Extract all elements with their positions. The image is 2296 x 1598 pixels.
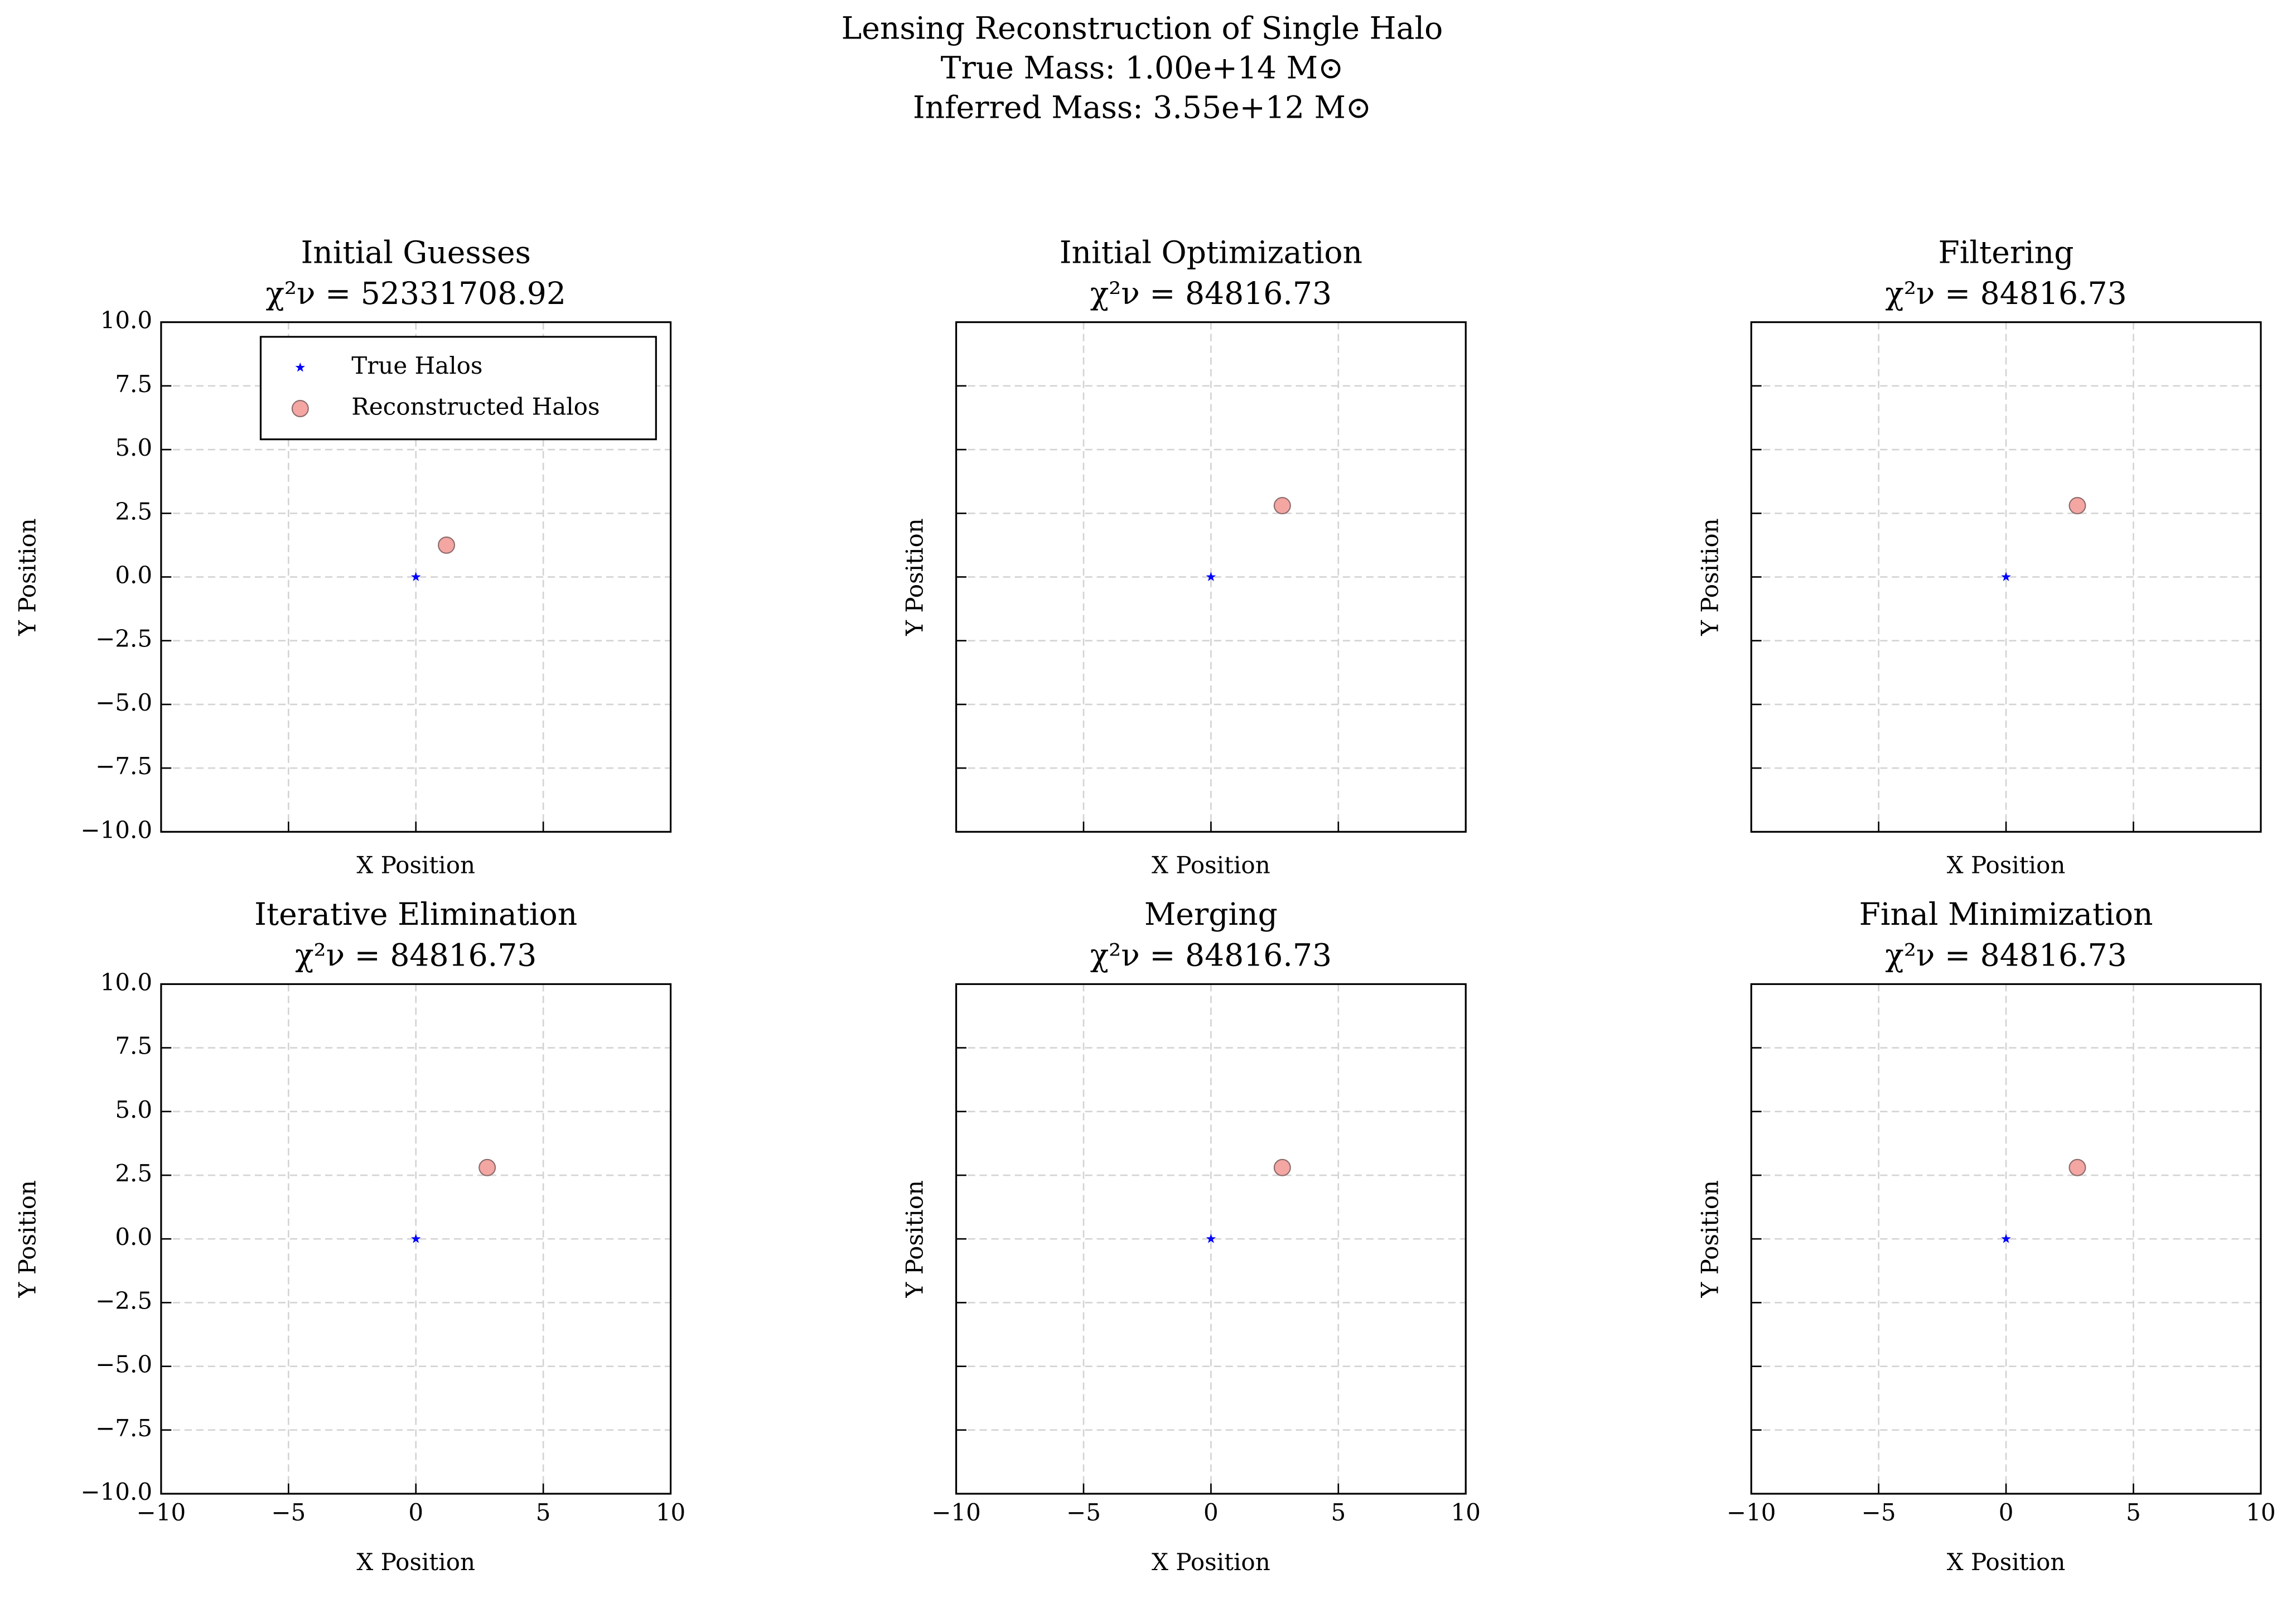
legend-marker xyxy=(295,362,306,372)
y-tick-label: 7.5 xyxy=(115,370,152,398)
x-axis-label: X Position xyxy=(356,851,475,878)
data-point xyxy=(2001,572,2011,581)
axes-frame xyxy=(1750,983,2262,1495)
axes-frame xyxy=(160,983,672,1495)
axes-frame xyxy=(160,321,672,833)
x-tick-label: −5 xyxy=(271,1499,306,1526)
data-point xyxy=(478,1158,496,1176)
y-axis-label: Y Position xyxy=(14,518,41,636)
data-point xyxy=(2001,1234,2011,1243)
axes-title: Filtering xyxy=(1939,235,2074,271)
y-tick-label: 10.0 xyxy=(100,968,153,996)
x-tick-label: 5 xyxy=(2126,1499,2141,1526)
y-tick-label: 2.5 xyxy=(115,498,152,525)
figure-subtitle: True Mass: 1.00e+14 M⊙ xyxy=(941,51,1344,86)
y-axis-label: Y Position xyxy=(1696,518,1723,636)
axes-subtitle: χ²ν = 84816.73 xyxy=(1885,276,2126,312)
data-point xyxy=(1206,572,1216,581)
axes-title: Final Minimization xyxy=(1859,897,2153,933)
legend-frame xyxy=(259,336,657,441)
data-point xyxy=(2068,1158,2086,1176)
y-axis-label: Y Position xyxy=(1696,1180,1723,1298)
x-tick-label: −10 xyxy=(137,1499,186,1526)
axes-frame xyxy=(955,983,1467,1495)
y-tick-label: 5.0 xyxy=(115,1096,152,1123)
axes-subtitle: χ²ν = 84816.73 xyxy=(1885,938,2126,974)
y-axis-label: Y Position xyxy=(901,1180,929,1298)
axes-subtitle: χ²ν = 52331708.92 xyxy=(265,276,566,312)
data-point xyxy=(438,536,456,554)
y-tick-label: −5.0 xyxy=(95,1351,152,1378)
y-axis-label: Y Position xyxy=(14,1180,41,1298)
x-tick-label: 5 xyxy=(1331,1499,1346,1526)
axes-title: Merging xyxy=(1144,897,1278,933)
y-tick-label: 0.0 xyxy=(115,1223,152,1251)
x-tick-label: 0 xyxy=(1203,1499,1219,1526)
y-tick-label: 10.0 xyxy=(100,307,153,334)
y-tick-label: −7.5 xyxy=(95,752,152,780)
axes-title: Initial Optimization xyxy=(1060,235,1362,271)
y-tick-label: −10.0 xyxy=(80,1478,152,1505)
axes-title: Iterative Elimination xyxy=(254,897,577,933)
x-tick-label: −5 xyxy=(1862,1499,1896,1526)
axes-title: Initial Guesses xyxy=(301,235,531,271)
x-tick-label: 5 xyxy=(536,1499,551,1526)
x-tick-label: 10 xyxy=(1451,1499,1481,1526)
y-axis-label: Y Position xyxy=(901,518,929,636)
axes-frame xyxy=(1750,321,2262,833)
legend-label: Reconstructed Halos xyxy=(351,393,600,421)
x-tick-label: −10 xyxy=(931,1499,981,1526)
axes-subtitle: χ²ν = 84816.73 xyxy=(295,938,536,974)
x-axis-label: X Position xyxy=(356,1548,475,1576)
x-tick-label: 0 xyxy=(1999,1499,2014,1526)
data-point xyxy=(410,1234,421,1243)
data-point xyxy=(2068,497,2086,515)
y-tick-label: 5.0 xyxy=(115,434,152,461)
axes-frame xyxy=(955,321,1467,833)
x-tick-label: 10 xyxy=(656,1499,685,1526)
y-tick-label: −2.5 xyxy=(95,1287,152,1314)
legend-label: True Halos xyxy=(351,352,482,379)
data-point xyxy=(1273,1158,1291,1176)
x-tick-label: 10 xyxy=(2246,1499,2275,1526)
data-point xyxy=(1206,1234,1216,1243)
data-point xyxy=(1273,497,1291,515)
x-axis-label: X Position xyxy=(1152,1548,1270,1576)
y-tick-label: −10.0 xyxy=(80,816,152,843)
axes-subtitle: χ²ν = 84816.73 xyxy=(1090,938,1332,974)
figure-subtitle: Inferred Mass: 3.55e+12 M⊙ xyxy=(913,90,1371,125)
legend-marker xyxy=(291,400,309,418)
x-axis-label: X Position xyxy=(1947,851,2066,878)
y-tick-label: 2.5 xyxy=(115,1160,152,1187)
axes-subtitle: χ²ν = 84816.73 xyxy=(1090,276,1332,312)
data-point xyxy=(410,572,421,581)
x-tick-label: −5 xyxy=(1066,1499,1101,1526)
y-tick-label: −2.5 xyxy=(95,625,152,653)
x-axis-label: X Position xyxy=(1152,851,1270,878)
x-axis-label: X Position xyxy=(1947,1548,2066,1576)
y-tick-label: 0.0 xyxy=(115,561,152,588)
x-tick-label: −10 xyxy=(1727,1499,1776,1526)
y-tick-label: 7.5 xyxy=(115,1032,152,1060)
figure-title: Lensing Reconstruction of Single Halo xyxy=(842,11,1443,47)
x-tick-label: 0 xyxy=(408,1499,423,1526)
y-tick-label: −5.0 xyxy=(95,689,152,716)
y-tick-label: −7.5 xyxy=(95,1414,152,1442)
